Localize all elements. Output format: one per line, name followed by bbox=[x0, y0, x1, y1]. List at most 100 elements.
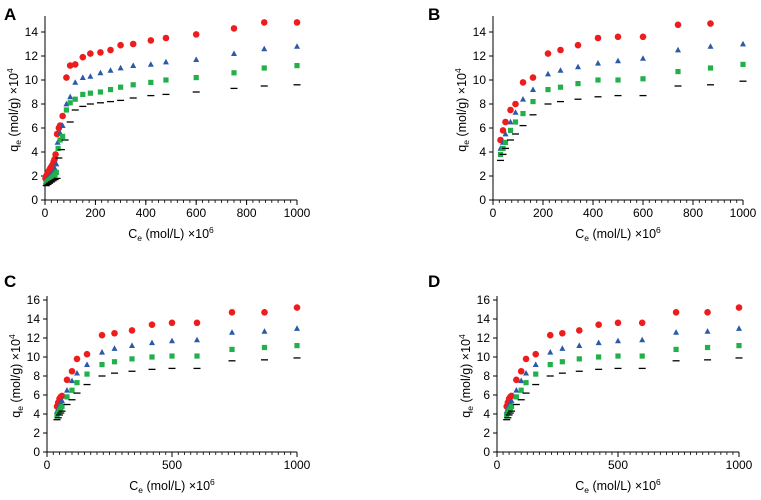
y-axis-label: qe (mol/g) ×104 bbox=[7, 334, 25, 418]
data-point-circle bbox=[193, 319, 201, 327]
data-point-triangle bbox=[64, 387, 70, 393]
data-point-circle bbox=[52, 151, 59, 158]
data-point-circle bbox=[502, 118, 509, 126]
data-point-square bbox=[675, 69, 681, 75]
y-tick-label: 0 bbox=[479, 193, 486, 207]
data-point-circle bbox=[532, 350, 540, 358]
x-tick-label: 800 bbox=[237, 206, 257, 220]
data-point-circle bbox=[79, 53, 87, 61]
y-tick-label: 8 bbox=[31, 97, 38, 111]
data-point-circle bbox=[260, 19, 268, 26]
series-square bbox=[504, 343, 742, 419]
data-point-square bbox=[736, 343, 742, 349]
data-point-square bbox=[229, 346, 235, 352]
data-point-square bbox=[130, 82, 136, 88]
data-point-square bbox=[57, 137, 63, 143]
data-point-square bbox=[523, 380, 529, 386]
y-tick-label: 6 bbox=[33, 388, 40, 402]
data-point-circle bbox=[293, 19, 301, 26]
y-tick-label: 8 bbox=[479, 97, 486, 111]
panel-letter: B bbox=[428, 5, 440, 24]
data-point-square bbox=[148, 79, 154, 85]
data-point-square bbox=[169, 353, 175, 359]
data-point-circle bbox=[519, 79, 527, 86]
data-point-square bbox=[261, 65, 267, 71]
data-point-triangle bbox=[149, 339, 155, 346]
panel-a: A 0 200 400 600 800 1000 0 2 4 6 8 10 12 14 Ce (mol/L) … bbox=[4, 5, 311, 243]
series-circle bbox=[42, 19, 301, 182]
x-axis-label: Ce (mol/L) ×106 bbox=[575, 225, 661, 243]
data-point-square bbox=[54, 413, 60, 419]
data-point-circle bbox=[672, 309, 680, 316]
x-tick-label: 800 bbox=[683, 206, 703, 220]
data-point-triangle bbox=[640, 55, 646, 61]
data-point-triangle bbox=[707, 43, 714, 49]
data-point-triangle bbox=[231, 50, 237, 56]
x-tick-label: 0 bbox=[494, 458, 501, 472]
data-point-triangle bbox=[507, 118, 514, 125]
data-point-triangle bbox=[704, 328, 711, 334]
data-point-square bbox=[64, 394, 70, 400]
y-tick-label: 4 bbox=[483, 407, 490, 421]
x-tick-label: 0 bbox=[44, 458, 51, 472]
y-axis-label: qe (mol/g) ×104 bbox=[453, 68, 471, 152]
data-point-triangle bbox=[194, 336, 200, 343]
data-point-circle bbox=[499, 127, 507, 134]
y-tick-label: 2 bbox=[31, 169, 38, 183]
series-circle bbox=[503, 304, 743, 410]
data-point-circle bbox=[68, 367, 76, 375]
data-point-triangle bbox=[639, 336, 646, 343]
x-tick-label: 400 bbox=[136, 206, 156, 220]
x-tick-label: 1000 bbox=[726, 458, 753, 472]
series-square bbox=[43, 63, 300, 186]
series-dash bbox=[497, 80, 747, 162]
data-point-triangle bbox=[615, 337, 621, 344]
y-tick-label: 6 bbox=[483, 388, 490, 402]
data-point-triangle bbox=[673, 329, 680, 335]
data-point-square bbox=[673, 346, 679, 352]
data-point-circle bbox=[594, 34, 602, 42]
data-point-square bbox=[163, 77, 169, 83]
y-tick-label: 0 bbox=[31, 193, 38, 207]
data-point-square bbox=[704, 344, 711, 351]
data-point-square bbox=[107, 87, 114, 93]
data-point-square bbox=[595, 77, 601, 83]
data-point-circle bbox=[58, 392, 66, 400]
data-point-triangle bbox=[130, 62, 137, 68]
series-circle bbox=[497, 20, 714, 144]
data-point-square bbox=[69, 387, 75, 393]
data-point-square bbox=[63, 107, 70, 113]
data-point-square bbox=[559, 359, 565, 365]
data-point-triangle bbox=[547, 349, 554, 355]
data-point-square bbox=[53, 169, 59, 175]
data-point-square bbox=[508, 403, 515, 409]
data-point-square bbox=[507, 127, 514, 133]
data-point-square bbox=[545, 87, 551, 93]
x-tick-label: 200 bbox=[85, 206, 105, 220]
data-point-triangle bbox=[595, 339, 602, 346]
y-tick-label: 8 bbox=[483, 369, 490, 383]
panel-letter: A bbox=[4, 5, 16, 24]
data-point-circle bbox=[129, 40, 137, 48]
data-point-circle bbox=[639, 33, 647, 41]
x-tick-label: 600 bbox=[633, 206, 653, 220]
series-triangle bbox=[503, 325, 742, 414]
data-point-circle bbox=[230, 25, 238, 32]
data-point-triangle bbox=[111, 345, 118, 351]
data-point-square bbox=[84, 371, 90, 377]
y-tick-label: 2 bbox=[479, 169, 486, 183]
data-point-triangle bbox=[59, 122, 66, 128]
data-point-triangle bbox=[79, 74, 86, 80]
data-point-circle bbox=[168, 319, 176, 327]
data-point-triangle bbox=[615, 57, 621, 64]
data-point-square bbox=[615, 77, 621, 83]
data-point-circle bbox=[147, 37, 155, 44]
data-point-circle bbox=[559, 329, 566, 337]
data-point-circle bbox=[595, 321, 602, 329]
data-point-triangle bbox=[532, 361, 539, 367]
y-tick-label: 12 bbox=[25, 49, 39, 63]
data-point-circle bbox=[63, 74, 70, 81]
series-triangle bbox=[42, 43, 300, 185]
data-point-triangle bbox=[162, 58, 169, 65]
data-point-triangle bbox=[53, 160, 60, 167]
